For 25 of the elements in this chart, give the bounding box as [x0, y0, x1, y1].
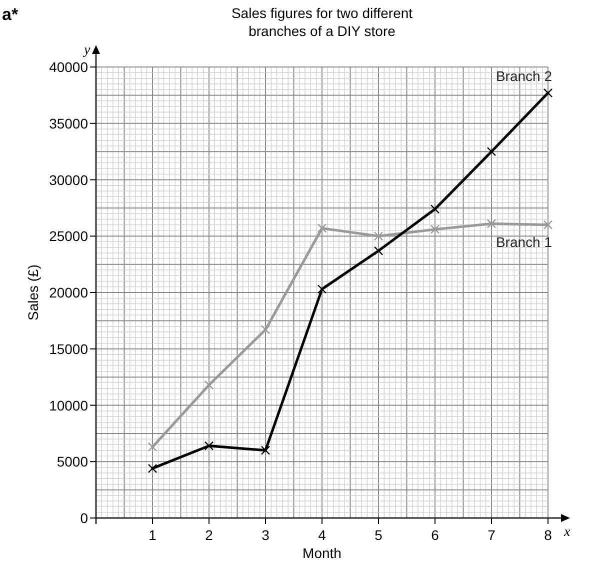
series-label: Branch 1: [496, 234, 552, 250]
y-tick-label: 20000: [49, 284, 88, 300]
x-tick-label: 4: [318, 527, 326, 543]
y-tick-label: 0: [80, 510, 88, 526]
y-tick-label: 25000: [49, 228, 88, 244]
y-tick-label: 15000: [49, 340, 88, 357]
y-tick-label: 35000: [49, 115, 88, 132]
x-tick-label: 7: [488, 527, 496, 543]
x-tick-label: 6: [431, 527, 440, 543]
x-tick-label: 8: [544, 527, 552, 543]
x-tick-label: 1: [148, 527, 157, 543]
x-tick-label: 3: [262, 527, 270, 543]
text: a*: [2, 5, 18, 24]
y-tick-label: 5000: [56, 454, 88, 470]
y-tick-label: 40000: [49, 59, 88, 75]
x-tick-label: 5: [374, 527, 383, 543]
series-label: Branch 2: [496, 68, 552, 84]
y-tick-label: 10000: [49, 397, 88, 414]
text: x: [563, 525, 571, 540]
chart-title: Sales figures for two different branches of a DIY store: [231, 5, 413, 39]
x-tick-label: 2: [205, 527, 214, 543]
y-tick-label: 30000: [49, 172, 88, 188]
y-axis-title: Sales (£): [25, 264, 41, 321]
text: y: [82, 43, 91, 58]
x-axis-title: Month: [302, 545, 342, 561]
